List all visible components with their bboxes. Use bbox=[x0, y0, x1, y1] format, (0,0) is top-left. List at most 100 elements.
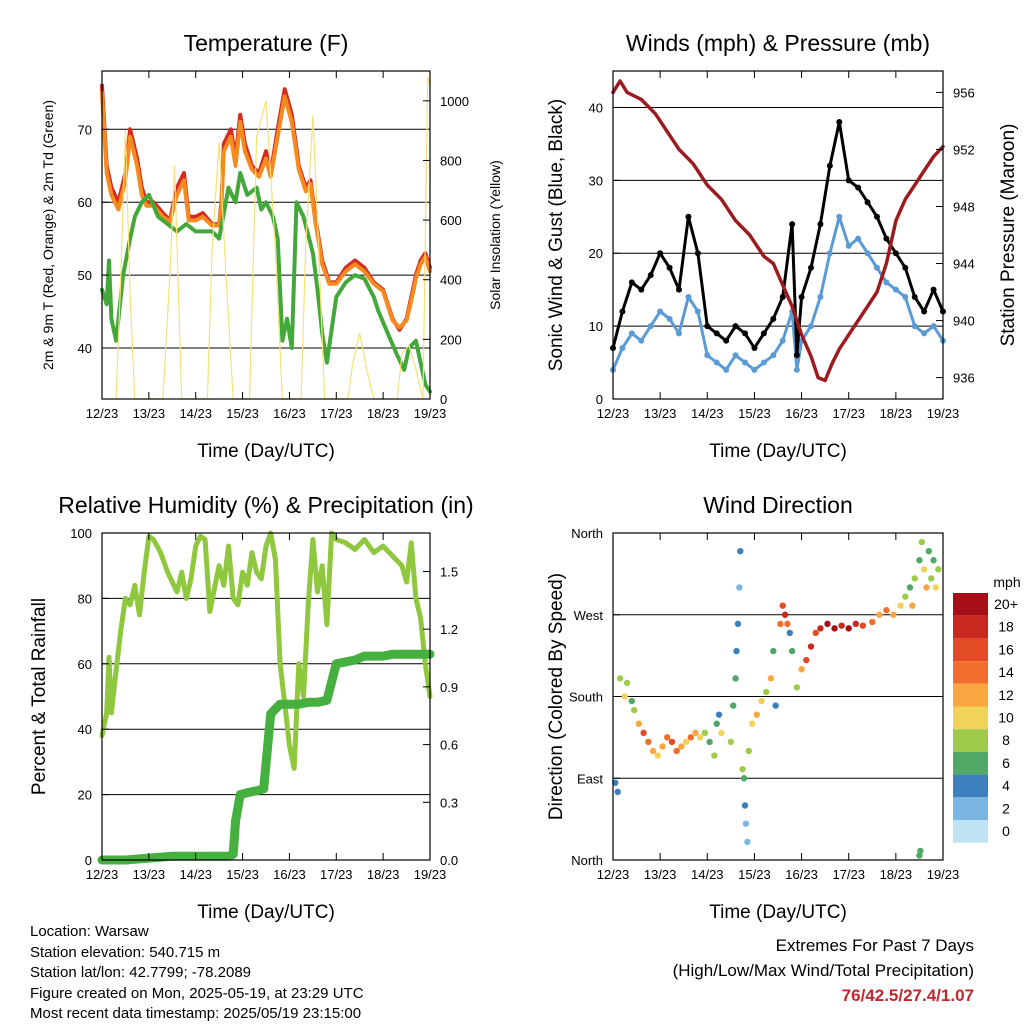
panel-humidity: 12/23 13/23 14/23 15/23 16/23 17/23 18/23 19/23… bbox=[29, 492, 474, 923]
direction-point bbox=[740, 775, 748, 782]
direction-point bbox=[732, 675, 739, 682]
x-tick-label: 19/23 bbox=[414, 406, 447, 421]
direction-point bbox=[817, 625, 824, 632]
panel-temperature: 12/23 13/23 14/23 15/23 16/23 17/23 18/23 19/23… bbox=[40, 30, 503, 462]
direction-point bbox=[935, 566, 942, 573]
direction-point bbox=[616, 675, 624, 682]
y-tick-label: East bbox=[577, 771, 603, 786]
direction-point bbox=[923, 584, 930, 591]
y2-tick-label: 0.9 bbox=[440, 680, 458, 695]
direction-point bbox=[925, 547, 933, 555]
y2-tick-label: 800 bbox=[440, 153, 462, 168]
direction-point bbox=[635, 720, 643, 727]
direction-point bbox=[845, 625, 852, 632]
colorbar-label: 2 bbox=[1002, 800, 1010, 816]
direction-point bbox=[715, 711, 723, 718]
direction-point bbox=[917, 847, 924, 855]
direction-point bbox=[852, 620, 859, 628]
colorbar-label: 4 bbox=[1002, 778, 1010, 794]
y-tick-label: South bbox=[569, 690, 603, 705]
x-tick-label: 12/23 bbox=[597, 867, 630, 882]
direction-point bbox=[621, 693, 628, 700]
series-station-pressure bbox=[611, 79, 945, 383]
direction-point bbox=[645, 738, 652, 746]
y-tick-label: 40 bbox=[78, 341, 92, 356]
direction-point bbox=[659, 743, 666, 750]
x-tick-label: 14/23 bbox=[179, 867, 212, 882]
y2-tick-label: 200 bbox=[440, 332, 462, 347]
series-sonic-wind bbox=[611, 215, 945, 372]
colorbar-label: 10 bbox=[998, 710, 1014, 726]
direction-point bbox=[883, 607, 890, 614]
direction-point bbox=[631, 706, 638, 714]
direction-point bbox=[730, 702, 737, 709]
direction-point bbox=[890, 611, 897, 618]
direction-point bbox=[649, 747, 657, 755]
y2-tick-label: 1000 bbox=[440, 94, 469, 109]
colorbar-label: 20+ bbox=[994, 596, 1018, 612]
y2-tick-label: 944 bbox=[953, 257, 975, 272]
direction-point bbox=[798, 666, 805, 673]
direction-point bbox=[831, 625, 838, 632]
x-tick-label: 14/23 bbox=[691, 867, 724, 882]
x-tick-label: 13/23 bbox=[133, 867, 166, 882]
plot-frame bbox=[101, 70, 431, 400]
direction-point bbox=[758, 697, 765, 705]
x-tick-label: 13/23 bbox=[644, 406, 677, 421]
x-tick-label: 19/23 bbox=[414, 867, 447, 882]
y2-tick-label: 956 bbox=[953, 85, 975, 100]
x-tick-label: 15/23 bbox=[738, 867, 771, 882]
y-tick-label: 40 bbox=[78, 722, 92, 737]
direction-point bbox=[824, 620, 831, 628]
colorbar-swatch bbox=[953, 683, 988, 707]
direction-point bbox=[906, 584, 914, 591]
x-tick-label: 12/23 bbox=[597, 406, 630, 421]
x-tick-label: 15/23 bbox=[226, 867, 259, 882]
colorbar-label: 0 bbox=[1002, 823, 1010, 839]
y2-tick-label: 952 bbox=[953, 142, 975, 157]
y2-tick-label: 600 bbox=[440, 213, 462, 228]
x-tick-label: 17/23 bbox=[832, 406, 865, 421]
direction-point bbox=[869, 618, 876, 626]
y2-tick-label: 940 bbox=[953, 314, 975, 329]
x-tick-label: 19/23 bbox=[927, 406, 960, 421]
y2-tick-label: 0.6 bbox=[440, 738, 458, 753]
direction-point bbox=[859, 622, 867, 629]
y-tick-label: 0 bbox=[596, 392, 603, 407]
direction-point bbox=[612, 779, 619, 786]
direction-point bbox=[682, 738, 690, 746]
x-tick-label: 18/23 bbox=[880, 406, 913, 421]
direction-point bbox=[918, 538, 925, 546]
y-axis-label: Percent & Total Rainfall bbox=[29, 598, 50, 795]
direction-point bbox=[909, 602, 916, 609]
y-tick-label: 30 bbox=[589, 173, 603, 188]
x-tick-label: 19/23 bbox=[927, 867, 960, 882]
y2-axis-label: Station Pressure (Maroon) bbox=[998, 124, 1019, 347]
direction-point bbox=[628, 697, 636, 705]
direction-point bbox=[673, 747, 680, 755]
direction-point bbox=[687, 734, 694, 741]
x-tick-label: 13/23 bbox=[644, 867, 677, 882]
plot-frame bbox=[101, 532, 431, 861]
panel-title: Wind Direction bbox=[703, 492, 853, 518]
x-tick-label: 18/23 bbox=[880, 867, 913, 882]
y-tick-label: 100 bbox=[70, 526, 92, 541]
direction-point bbox=[739, 765, 746, 773]
colorbar-swatch bbox=[953, 706, 988, 730]
x-axis-label: Time (Day/UTC) bbox=[197, 441, 335, 462]
series-2m-td bbox=[100, 171, 432, 394]
direction-point bbox=[745, 747, 752, 755]
y2-tick-label: 0.3 bbox=[440, 795, 458, 810]
series-rh bbox=[99, 530, 433, 771]
x-tick-label: 14/23 bbox=[179, 406, 212, 421]
direction-point bbox=[733, 647, 740, 655]
direction-point bbox=[737, 547, 744, 555]
y-tick-label: West bbox=[574, 608, 604, 623]
y2-tick-label: 936 bbox=[953, 371, 975, 386]
colorbar-label: 6 bbox=[1002, 755, 1010, 771]
x-axis-label: Time (Day/UTC) bbox=[197, 902, 335, 923]
x-tick-label: 16/23 bbox=[273, 867, 306, 882]
colorbar-label: 16 bbox=[998, 641, 1014, 657]
x-tick-label: 16/23 bbox=[273, 406, 306, 421]
colorbar-swatch bbox=[953, 797, 988, 820]
